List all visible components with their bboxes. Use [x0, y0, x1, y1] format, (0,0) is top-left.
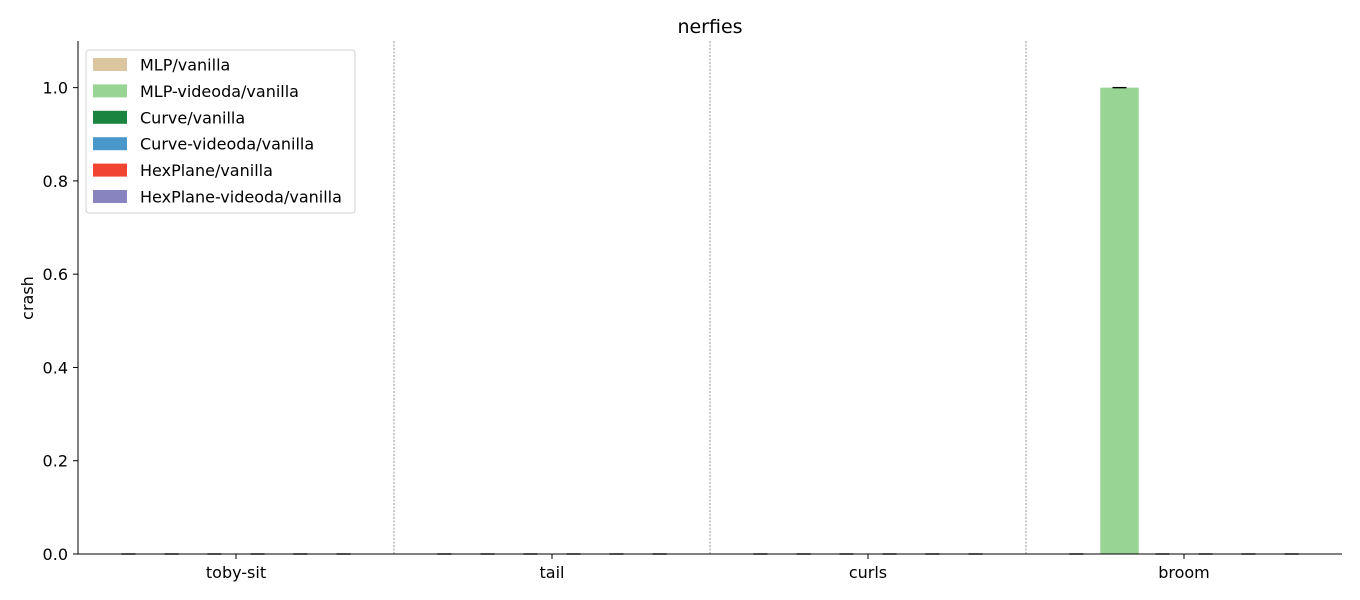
legend-label: MLP-videoda/vanilla	[140, 82, 299, 101]
legend-swatch	[93, 190, 127, 203]
legend-box	[85, 49, 356, 214]
y-tick-label: 1.0	[43, 79, 68, 98]
x-tick-label: broom	[1158, 563, 1210, 582]
axes: 0.0 0.2 0.4 0.6 0.8 1.0 toby-sit tail curls broom	[43, 41, 1342, 582]
legend-label: MLP/vanilla	[140, 56, 230, 75]
x-tick-label: tail	[540, 563, 565, 582]
y-tick-label: 0.6	[43, 265, 68, 284]
chart-title: nerfies	[677, 16, 742, 38]
legend-label: HexPlane/vanilla	[140, 161, 273, 180]
y-tick-label: 0.0	[43, 545, 68, 564]
y-tick-label: 0.8	[43, 172, 68, 191]
y-tick-label: 0.4	[43, 358, 68, 377]
legend-label: Curve/vanilla	[140, 108, 245, 127]
legend: MLP/vanilla MLP-videoda/vanilla Curve/vani…	[85, 49, 356, 214]
legend-label: HexPlane-videoda/vanilla	[140, 188, 342, 207]
legend-swatch	[93, 84, 127, 98]
legend-swatch	[93, 58, 127, 71]
x-tick-label: toby-sit	[206, 563, 266, 582]
legend-swatch	[93, 137, 127, 151]
legend-swatch	[93, 163, 127, 177]
y-tick-label: 0.2	[43, 452, 68, 471]
legend-swatch	[93, 110, 127, 124]
bar	[1100, 87, 1139, 555]
legend-label: Curve-videoda/vanilla	[140, 135, 314, 154]
x-tick-label: curls	[849, 563, 887, 582]
y-axis-label: crash	[18, 276, 37, 320]
